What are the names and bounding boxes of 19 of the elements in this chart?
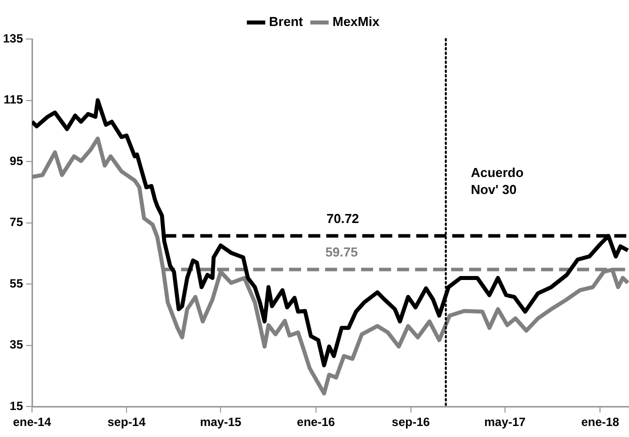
legend-label: MexMix <box>332 14 380 30</box>
ref-line-label: Acuerdo Nov' 30 <box>470 165 524 198</box>
x-tick-label: may-17 <box>484 415 526 430</box>
x-tick-label: sep-16 <box>392 415 430 430</box>
y-tick-label: 35 <box>10 338 24 352</box>
x-tick-label: sep-14 <box>108 415 146 430</box>
y-tick-label: 55 <box>10 276 24 290</box>
data-label: 70.72 <box>326 210 360 226</box>
x-tick-label: ene-14 <box>13 415 52 430</box>
y-tick-label: 95 <box>10 154 24 168</box>
y-tick-label: 115 <box>4 92 24 107</box>
data-label: 59.75 <box>325 244 358 260</box>
y-tick-label: 15 <box>10 398 24 413</box>
legend-label: Brent <box>269 14 304 30</box>
y-tick-label: 75 <box>10 215 24 230</box>
x-tick-label: ene-16 <box>296 415 336 430</box>
y-tick-label: 135 <box>2 31 24 46</box>
x-tick-label: may-15 <box>200 415 242 430</box>
x-tick-label: ene-18 <box>581 415 620 430</box>
